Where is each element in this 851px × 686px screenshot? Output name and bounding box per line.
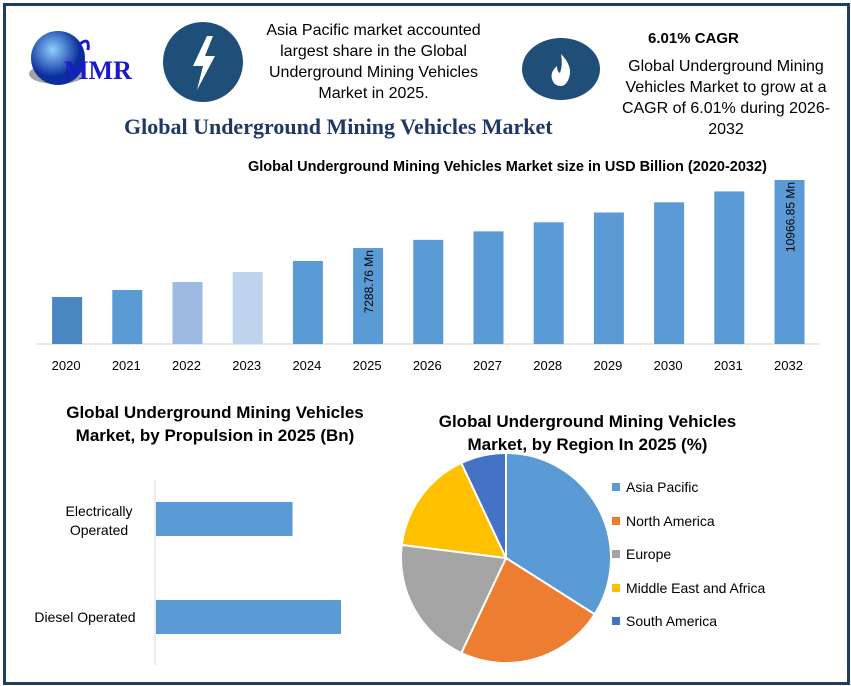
bar-2031 [714,191,745,344]
bar-2021 [112,289,143,344]
x-tick-2026: 2026 [413,358,442,373]
legend-item: North America [612,513,715,529]
legend-item: South America [612,613,717,629]
bar-2027 [473,231,504,344]
cagr-text: Global Underground Mining Vehicles Marke… [621,58,831,138]
legend-item: Europe [612,546,671,562]
pie-slice-south-america [459,451,507,559]
category-label-line2: Operated [70,522,128,538]
legend-label: North America [626,512,715,529]
bar-2026 [413,239,444,344]
legend-label: South America [626,613,718,629]
mmr-logo: MMR [22,24,162,94]
x-tick-2022: 2022 [172,358,201,373]
x-tick-2032: 2032 [774,358,803,373]
category-label-line1: Electrically [66,503,133,519]
propulsion-chart-title: Global Underground Mining Vehicles Marke… [66,403,364,445]
bar-2020 [52,297,83,344]
x-tick-2030: 2030 [654,358,683,373]
x-tick-2024: 2024 [292,358,321,373]
x-tick-2027: 2027 [473,358,502,373]
bar-2028 [533,222,564,344]
legend-swatch [612,583,620,592]
bar-2022 [172,282,203,344]
x-tick-2020: 2020 [52,358,81,373]
market-size-chart-title: Global Underground Mining Vehicles Marke… [248,159,767,175]
propulsion-chart: Electrically Operated Diesel Operated [34,480,341,665]
globe-logo-icon [29,31,90,85]
legend-swatch [612,550,620,558]
market-size-chart: 2020 2021 2022 2023 2024 2025 7288.76 Mn 2026 20… [36,180,820,373]
x-tick-2028: 2028 [533,358,562,373]
lightning-icon [193,36,215,90]
data-label-2025: 7288.76 Mn [362,250,376,313]
x-tick-2023: 2023 [232,358,261,373]
pie-slice-middle-east-and-africa [400,461,508,560]
infographic-frame [3,3,850,685]
legend-swatch [612,617,620,625]
legend-label: Middle East and Africa [626,579,766,596]
bar-2023 [232,272,263,344]
cagr-title: 6.01% CAGR [648,30,739,47]
x-tick-2025: 2025 [353,358,382,373]
category-label: Diesel Operated [34,609,135,625]
flame-icon [551,54,570,86]
logo-text: MMR [64,56,132,85]
main-title: Global Underground Mining Vehicles Marke… [124,114,553,139]
bar-2032 [774,180,805,344]
bar-electrically-operated [156,502,293,536]
lightning-icon-circle [163,22,243,102]
region-chart-title: Global Underground Mining Vehicles Marke… [438,412,737,454]
legend-item: Asia Pacific [612,479,698,495]
pie-slice-europe [400,543,508,655]
highlight-text: Asia Pacific market accounted largest sh… [266,22,481,102]
legend-label: Europe [626,546,672,562]
legend-swatch [612,483,620,491]
data-label-2032: 10966.85 Mn [784,182,798,252]
bar-2024 [292,260,323,344]
x-tick-2021: 2021 [112,358,141,373]
bar-diesel-operated [156,600,341,634]
x-tick-2029: 2029 [593,358,622,373]
bar-2025 [353,248,384,344]
legend-label: Asia Pacific [626,479,699,495]
region-pie-chart [400,451,612,664]
bar-2029 [593,212,624,344]
bar-2030 [654,202,685,344]
flame-icon-circle [522,38,600,100]
legend-swatch [612,516,620,525]
x-tick-2031: 2031 [714,358,743,373]
legend-item: Middle East and Africa [612,580,765,596]
